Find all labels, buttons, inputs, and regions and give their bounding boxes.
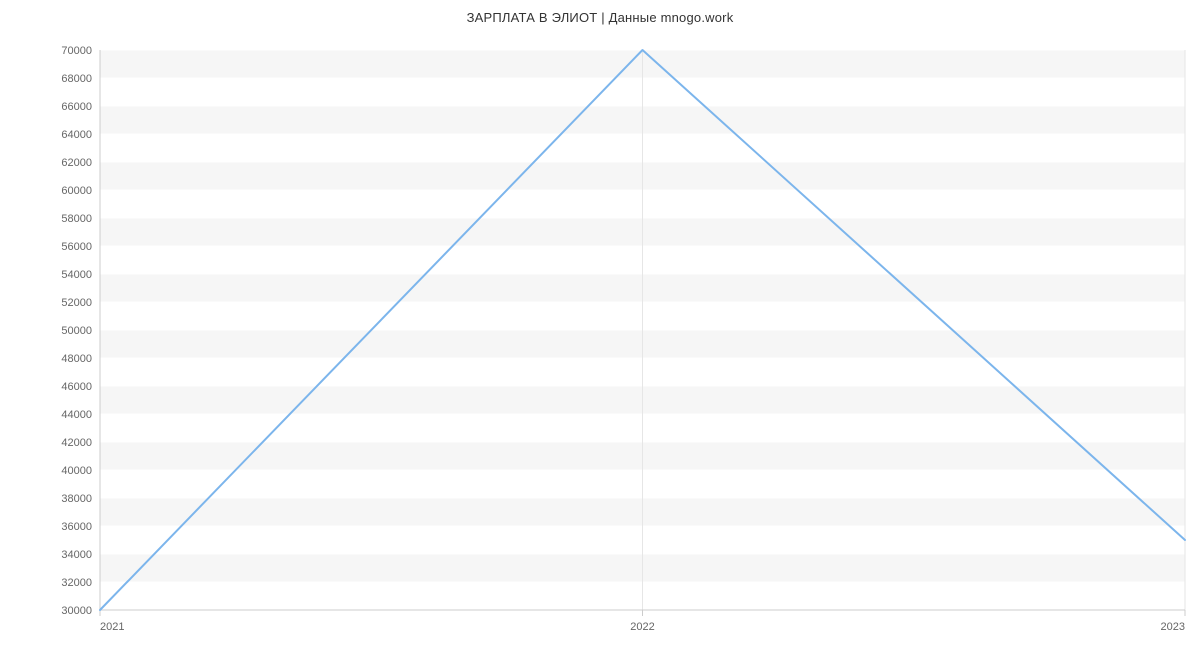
svg-text:40000: 40000 xyxy=(61,465,92,477)
svg-text:2023: 2023 xyxy=(1161,621,1185,633)
svg-text:38000: 38000 xyxy=(61,493,92,505)
svg-text:52000: 52000 xyxy=(61,297,92,309)
svg-text:36000: 36000 xyxy=(61,521,92,533)
svg-text:32000: 32000 xyxy=(61,577,92,589)
svg-text:60000: 60000 xyxy=(61,185,92,197)
chart-svg: 30000 32000 34000 36000 38000 40000 42000 44000… xyxy=(0,0,1200,650)
svg-text:56000: 56000 xyxy=(61,241,92,253)
svg-text:70000: 70000 xyxy=(61,45,92,57)
svg-text:2021: 2021 xyxy=(100,621,124,633)
salary-line-chart: ЗАРПЛАТА В ЭЛИОТ | Данные mnogo.work 300… xyxy=(0,0,1200,650)
svg-text:64000: 64000 xyxy=(61,129,92,141)
svg-text:54000: 54000 xyxy=(61,269,92,281)
svg-text:58000: 58000 xyxy=(61,213,92,225)
svg-text:34000: 34000 xyxy=(61,549,92,561)
chart-title: ЗАРПЛАТА В ЭЛИОТ | Данные mnogo.work xyxy=(0,10,1200,25)
svg-text:50000: 50000 xyxy=(61,325,92,337)
svg-text:48000: 48000 xyxy=(61,353,92,365)
svg-text:68000: 68000 xyxy=(61,73,92,85)
svg-text:42000: 42000 xyxy=(61,437,92,449)
svg-text:30000: 30000 xyxy=(61,605,92,617)
svg-text:2022: 2022 xyxy=(630,621,654,633)
svg-text:62000: 62000 xyxy=(61,157,92,169)
svg-text:44000: 44000 xyxy=(61,409,92,421)
svg-text:66000: 66000 xyxy=(61,101,92,113)
svg-text:46000: 46000 xyxy=(61,381,92,393)
